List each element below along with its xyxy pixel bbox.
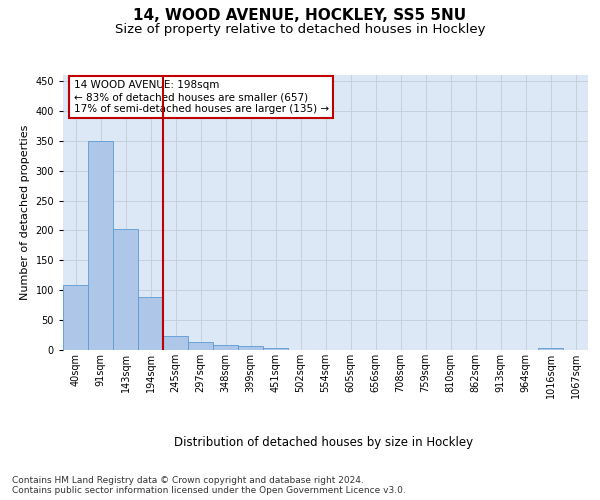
Text: Distribution of detached houses by size in Hockley: Distribution of detached houses by size … (175, 436, 473, 449)
Bar (263, 348, 288, 350)
Bar (63, 286, 88, 350)
Bar (238, 346, 263, 350)
Bar (138, 298, 163, 350)
Bar (188, 342, 213, 350)
Bar (88, 141, 113, 350)
Text: 14, WOOD AVENUE, HOCKLEY, SS5 5NU: 14, WOOD AVENUE, HOCKLEY, SS5 5NU (133, 8, 467, 22)
Bar (163, 336, 188, 350)
Text: 14 WOOD AVENUE: 198sqm
← 83% of detached houses are smaller (657)
17% of semi-de: 14 WOOD AVENUE: 198sqm ← 83% of detached… (74, 80, 329, 114)
Bar (538, 348, 563, 350)
Bar (113, 229, 138, 350)
Text: Contains HM Land Registry data © Crown copyright and database right 2024.
Contai: Contains HM Land Registry data © Crown c… (12, 476, 406, 495)
Bar (213, 344, 238, 350)
Text: Size of property relative to detached houses in Hockley: Size of property relative to detached ho… (115, 22, 485, 36)
Y-axis label: Number of detached properties: Number of detached properties (20, 125, 30, 300)
